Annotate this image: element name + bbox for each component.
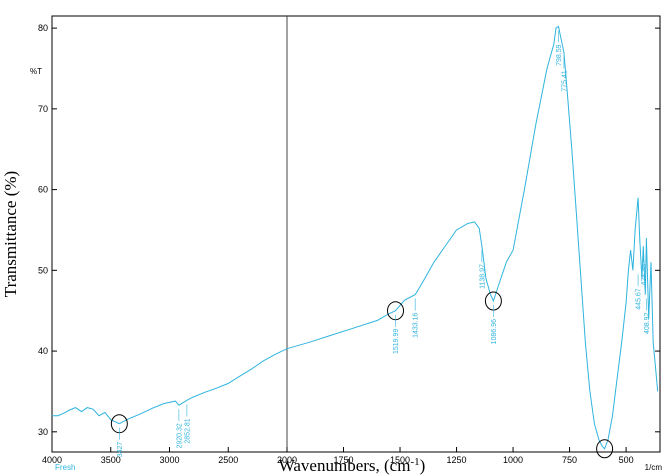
x-tick-label: 1250	[447, 455, 467, 465]
peak-label: 1433.16	[413, 313, 420, 338]
x-axis-title-main: Wavenumbers, (cm	[279, 456, 411, 475]
x-axis-title-sup: -1	[410, 456, 419, 468]
x-tick-label: 3000	[159, 455, 179, 465]
peak-label: 1138.97	[479, 264, 486, 289]
peak-label: 2852.81	[184, 418, 191, 443]
x-axis-title-close: )	[420, 456, 426, 475]
peak-label: 1086.96	[491, 319, 498, 344]
y-tick-label: 30	[38, 427, 48, 437]
y-tick-label: 80	[38, 23, 48, 33]
plot-frame	[52, 16, 660, 452]
series-label: Fresh	[55, 463, 75, 472]
x-tick-label: 1000	[503, 455, 523, 465]
peak-label: 3427	[117, 442, 124, 458]
x-unit-label: 1/cm	[645, 463, 663, 472]
x-tick-label: 750	[562, 455, 577, 465]
y-tick-label: 60	[38, 185, 48, 195]
peak-label: 798.59	[556, 44, 563, 66]
peak-label: 424.35	[641, 264, 648, 286]
y-tick-label: 40	[38, 346, 48, 356]
peak-label: 775.41	[561, 70, 568, 92]
y-axis-title: Transmittance (%)	[1, 171, 20, 297]
peak-label: 408.92	[644, 313, 651, 335]
x-axis-title: Wavenumbers, (cm-1)	[279, 456, 426, 475]
y-tick-label: 50	[38, 265, 48, 275]
peak-label: 445.67	[636, 288, 643, 310]
unit-label: %T	[30, 67, 42, 76]
y-tick-label: 70	[38, 104, 48, 114]
peak-label: 2920.32	[176, 423, 183, 448]
peak-annotations: 3427 2920.32 2852.81 1519.99 1433.16 1138.97 1…	[111, 30, 651, 457]
peak-label: 1519.99	[393, 329, 400, 354]
x-tick-label: 500	[619, 455, 634, 465]
x-tick-label: 2500	[218, 455, 238, 465]
